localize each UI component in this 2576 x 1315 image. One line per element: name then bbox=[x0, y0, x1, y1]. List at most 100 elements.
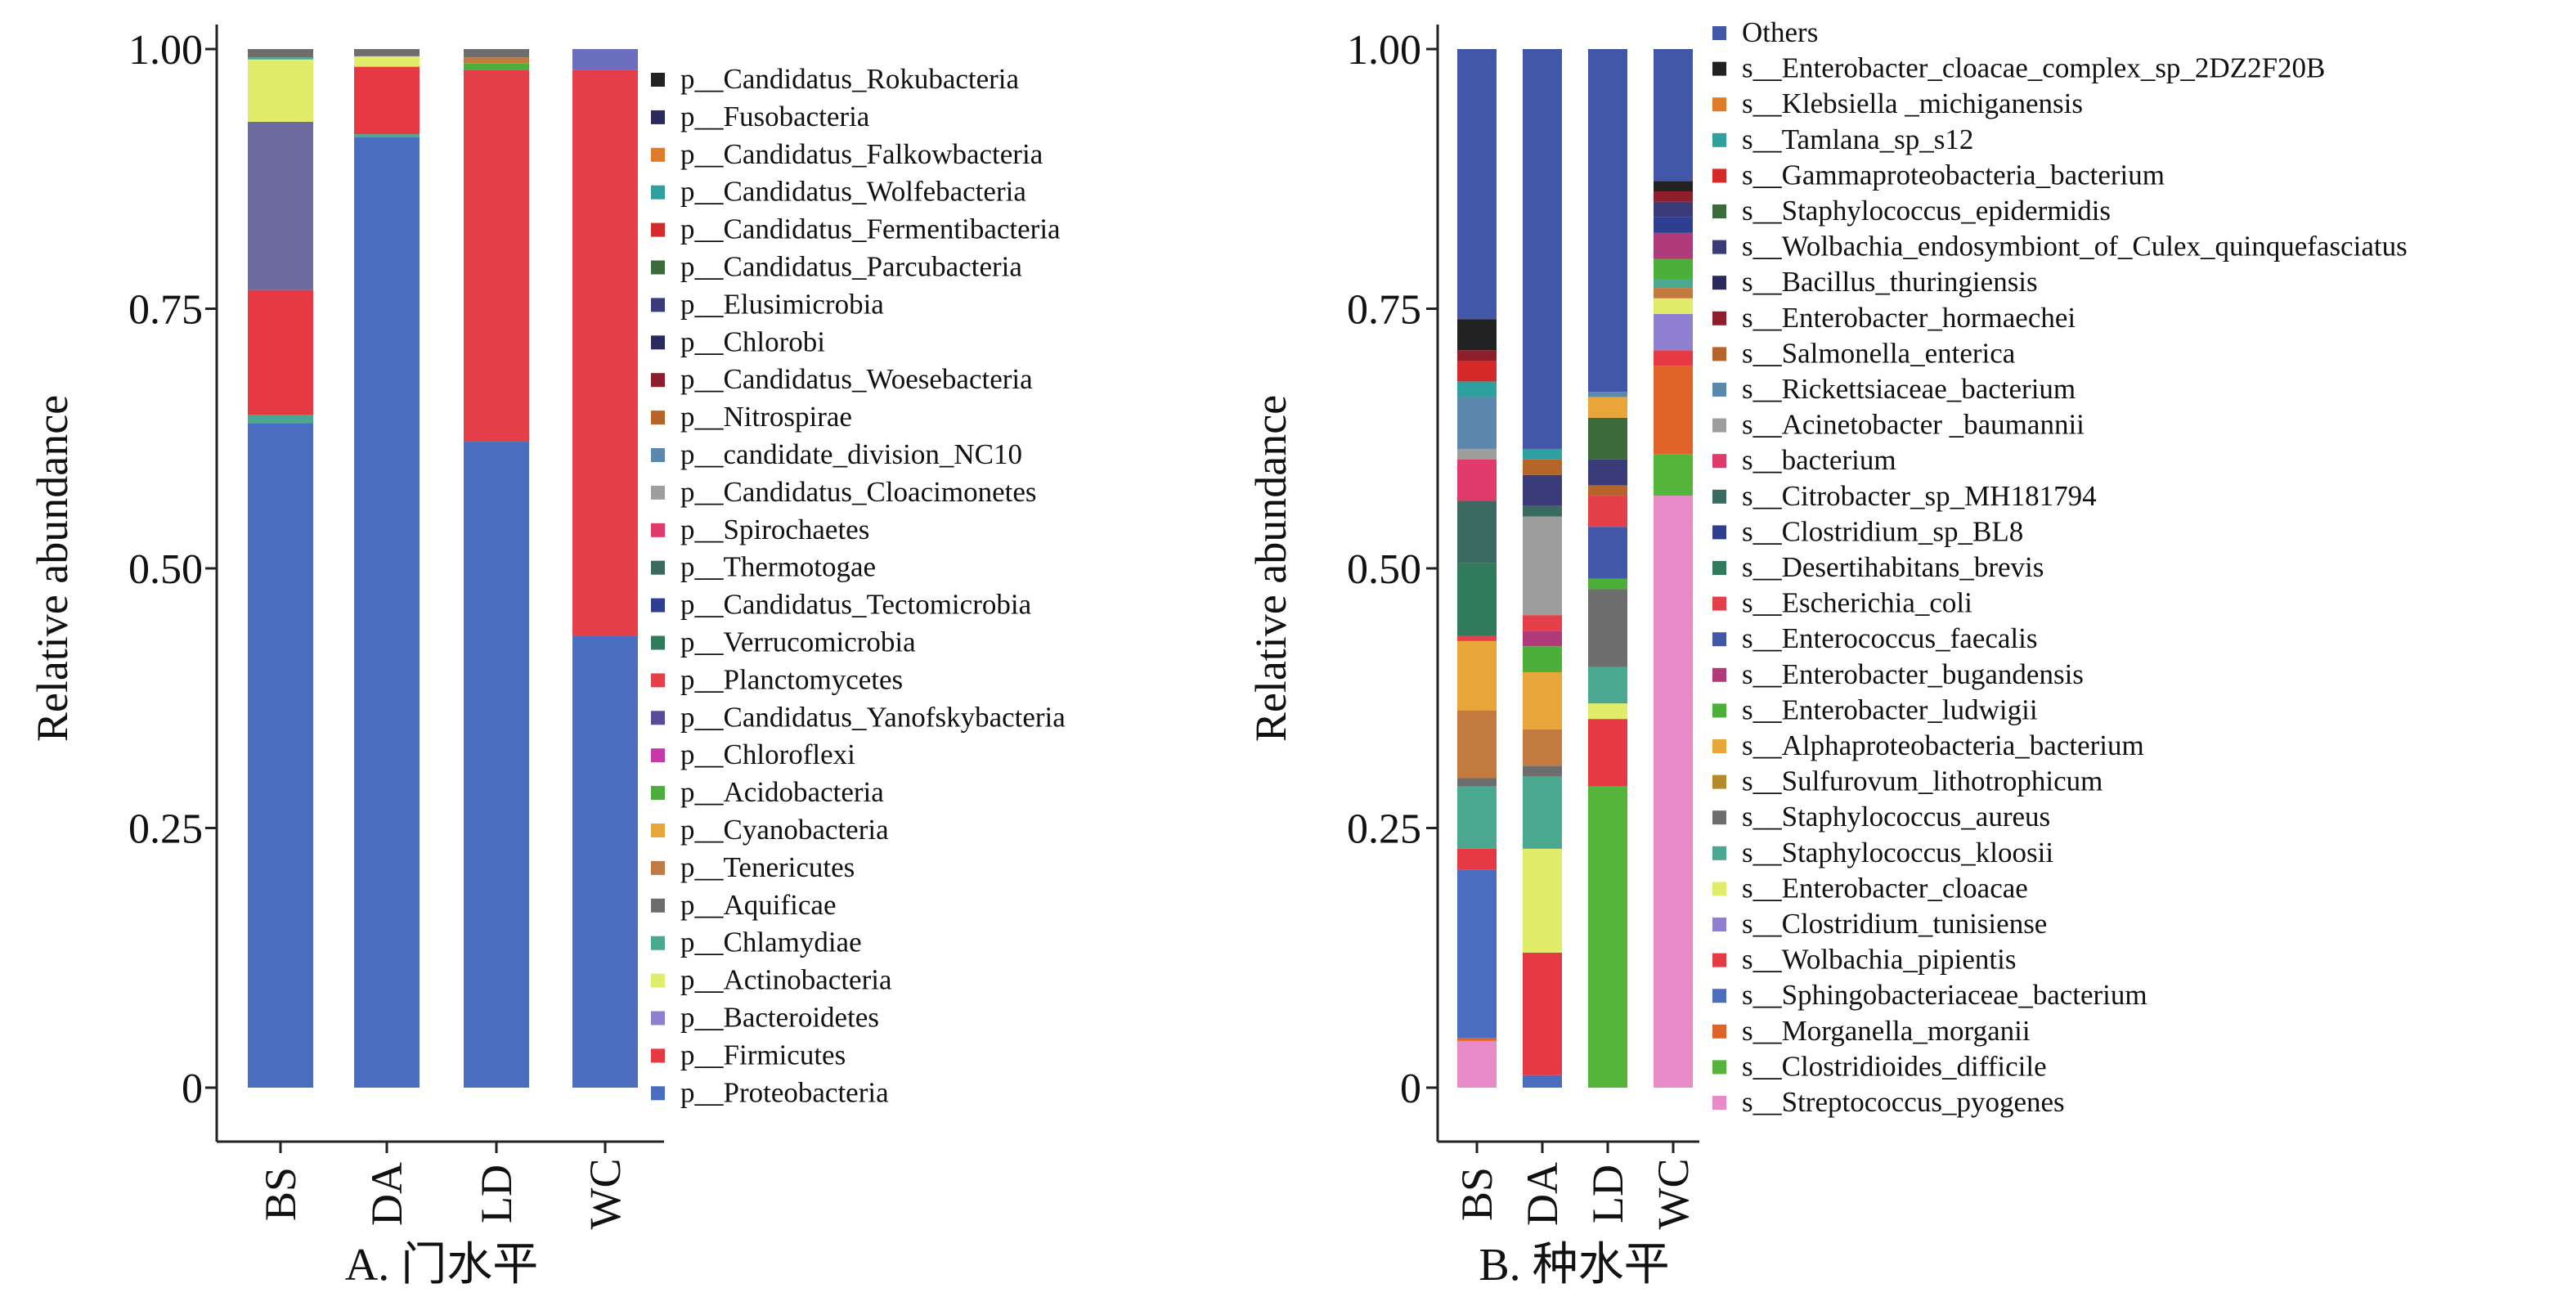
bar-segment-WC-5 bbox=[1654, 298, 1693, 314]
bar-segment-LD-12 bbox=[1588, 392, 1627, 397]
legend-label: s__Enterobacter_bugandensis bbox=[1742, 658, 2084, 690]
legend-label: p__Candidatus_Wolfebacteria bbox=[680, 176, 1026, 208]
y-tick-label: 0.25 bbox=[128, 806, 203, 853]
bar-segment-BS-14 bbox=[1457, 381, 1497, 397]
bar-segment-DA-4 bbox=[1523, 765, 1562, 776]
legend-label: s__Enterobacter_ludwigii bbox=[1742, 693, 2038, 725]
bar-segment-DA-1 bbox=[354, 134, 420, 137]
legend-swatch bbox=[1712, 1024, 1726, 1039]
bar-segment-BS-4 bbox=[248, 59, 313, 122]
legend-label: p__Verrucomicrobia bbox=[680, 626, 916, 658]
category-label-WC: WC bbox=[1649, 1159, 1698, 1230]
legend-label: p__Candidatus_Parcubacteria bbox=[680, 251, 1022, 283]
legend-label: p__Cyanobacteria bbox=[680, 814, 889, 846]
legend-swatch bbox=[1712, 561, 1726, 575]
legend-label: s__Clostridium_tunisiense bbox=[1742, 908, 2047, 940]
bar-segment-LD-1 bbox=[1588, 719, 1627, 787]
bar-segment-BS-8 bbox=[1457, 635, 1497, 641]
y-tick-label: 0.25 bbox=[1347, 806, 1421, 853]
bar-segment-LD-9 bbox=[1588, 459, 1627, 486]
legend-label: s__Alphaproteobacteria_bacterium bbox=[1742, 729, 2144, 761]
legend-swatch bbox=[651, 110, 665, 124]
legend-swatch bbox=[651, 448, 665, 462]
bar-segment-LD-4 bbox=[1588, 589, 1627, 667]
bar-segment-LD-7 bbox=[1588, 496, 1627, 527]
legend-swatch bbox=[651, 1086, 665, 1101]
legend-swatch bbox=[651, 298, 665, 312]
legend-label: p__Proteobacteria bbox=[680, 1076, 889, 1108]
category-label-DA: DA bbox=[362, 1162, 411, 1226]
legend-swatch bbox=[1712, 26, 1726, 40]
legend-label: s__Salmonella_enterica bbox=[1742, 337, 2016, 369]
bar-segment-BS-11 bbox=[1457, 459, 1497, 501]
legend-label: p__Candidatus_Rokubacteria bbox=[680, 63, 1020, 95]
bar-segment-LD-4 bbox=[464, 49, 529, 58]
legend-swatch bbox=[651, 973, 665, 988]
legend-label: p__Chloroflexi bbox=[680, 738, 855, 770]
legend-label: s__Wolbachia_pipientis bbox=[1742, 944, 2016, 976]
category-label-LD: LD bbox=[472, 1165, 521, 1223]
legend-label: s__Staphylococcus_aureus bbox=[1742, 801, 2050, 833]
bar-segment-BS-6 bbox=[1457, 710, 1497, 779]
bar-segment-LD-3 bbox=[1588, 666, 1627, 704]
bar-segment-WC-14 bbox=[1654, 49, 1693, 182]
bar-segment-LD-0 bbox=[464, 442, 529, 1088]
y-tick-label: 0.50 bbox=[1347, 546, 1421, 593]
legend-swatch bbox=[651, 860, 665, 875]
bar-segment-LD-2 bbox=[1588, 703, 1627, 720]
bar-segment-WC-2 bbox=[572, 49, 638, 70]
bar-segment-BS-9 bbox=[1457, 563, 1497, 636]
legend-label: s__Clostridium_sp_BL8 bbox=[1742, 515, 2023, 547]
legend-swatch bbox=[651, 598, 665, 613]
bar-segment-BS-16 bbox=[1457, 350, 1497, 361]
bar-segment-BS-17 bbox=[1457, 319, 1497, 351]
y-tick-label: 1.00 bbox=[128, 27, 203, 74]
legend-swatch bbox=[1712, 703, 1726, 718]
y-tick-label: 1.00 bbox=[1347, 27, 1421, 74]
legend-label: s__Enterobacter_hormaechei bbox=[1742, 302, 2076, 334]
bar-segment-LD-2 bbox=[464, 63, 529, 70]
legend-label: s__Rickettsiaceae_bacterium bbox=[1742, 373, 2076, 405]
bar-segment-BS-6 bbox=[248, 49, 313, 58]
legend-swatch bbox=[651, 523, 665, 537]
legend-label: s__Enterococcus_faecalis bbox=[1742, 622, 2038, 654]
legend-label: s__Bacillus_thuringiensis bbox=[1742, 266, 2038, 298]
legend-swatch bbox=[1712, 953, 1726, 967]
bar-segment-LD-8 bbox=[1588, 485, 1627, 496]
bar-segment-DA-8 bbox=[1523, 631, 1562, 647]
bar-segment-WC-3 bbox=[1654, 350, 1693, 366]
legend-swatch bbox=[1712, 347, 1726, 361]
legend-label: p__Actinobacteria bbox=[680, 964, 892, 996]
category-label-LD: LD bbox=[1583, 1165, 1632, 1223]
bar-segment-WC-0 bbox=[572, 635, 638, 1088]
y-tick-label: 0 bbox=[182, 1066, 203, 1112]
legend-label: s__bacterium bbox=[1742, 444, 1896, 476]
bar-segment-LD-6 bbox=[1588, 527, 1627, 579]
legend-label: s__Streptococcus_pyogenes bbox=[1742, 1086, 2065, 1118]
legend-label: p__Nitrospirae bbox=[680, 401, 852, 433]
legend-swatch bbox=[1712, 596, 1726, 611]
legend-label: s__Acinetobacter _baumannii bbox=[1742, 409, 2085, 441]
bar-segment-BS-13 bbox=[1457, 397, 1497, 449]
legend-label: p__Chlorobi bbox=[680, 325, 825, 357]
legend-swatch bbox=[651, 222, 665, 237]
legend-swatch bbox=[1712, 418, 1726, 433]
legend-label: p__Candidatus_Cloacimonetes bbox=[680, 476, 1036, 508]
bar-segment-BS-2 bbox=[1457, 869, 1497, 1039]
category-label-WC: WC bbox=[581, 1159, 630, 1230]
legend-label: p__Tenericutes bbox=[680, 851, 855, 883]
bar-segment-BS-4 bbox=[1457, 786, 1497, 849]
bar-segment-BS-15 bbox=[1457, 361, 1497, 382]
y-axis-label: Relative abundance bbox=[28, 395, 77, 742]
legend-swatch bbox=[1712, 810, 1726, 825]
legend-swatch bbox=[1712, 882, 1726, 896]
legend-swatch bbox=[1712, 774, 1726, 789]
y-tick-label: 0 bbox=[1400, 1066, 1421, 1112]
legend-label: p__Candidatus_Falkowbacteria bbox=[680, 138, 1043, 170]
legend-swatch bbox=[651, 411, 665, 425]
bar-segment-DA-2 bbox=[354, 66, 420, 135]
panel-label: B. 种水平 bbox=[1479, 1240, 1669, 1290]
legend-swatch bbox=[651, 711, 665, 725]
legend-label: s__Desertihabitans_brevis bbox=[1742, 551, 2044, 583]
bar-segment-BS-7 bbox=[1457, 640, 1497, 711]
